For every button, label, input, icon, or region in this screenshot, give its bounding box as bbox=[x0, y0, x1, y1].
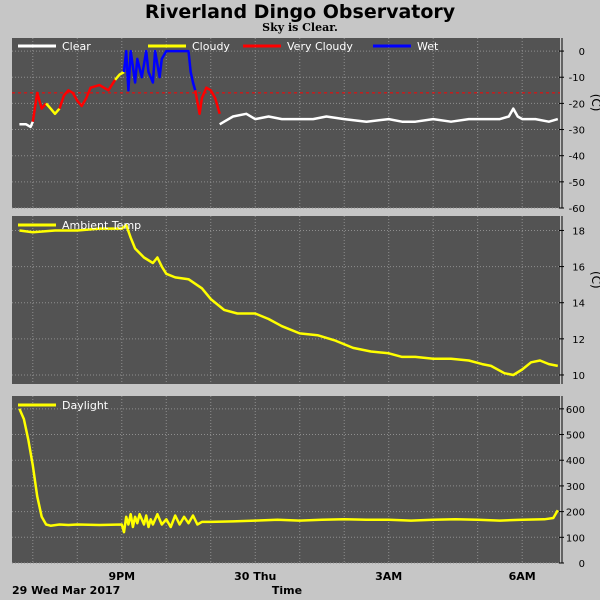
x-tick-label: 6AM bbox=[509, 570, 536, 583]
panel-ambient-temp: 10 12 14 16 18 (C) Ambient Temp bbox=[12, 216, 600, 384]
series-line-cloudy bbox=[114, 70, 125, 81]
series-line-wet bbox=[122, 49, 197, 92]
series-line-very-cloudy bbox=[31, 91, 48, 122]
plot-area bbox=[12, 396, 560, 563]
legend-label: Ambient Temp bbox=[62, 219, 141, 232]
sky-status-text: Sky is Clear. bbox=[262, 21, 338, 34]
x-tick-label: 30 Thu bbox=[234, 570, 276, 583]
series-line-clear bbox=[19, 121, 34, 129]
series-line-daylight bbox=[18, 408, 559, 534]
y-tick-label: -40 bbox=[569, 152, 585, 163]
y-tick-label: -20 bbox=[569, 99, 585, 110]
series-line-ambient-temp bbox=[19, 223, 559, 377]
y-tick-label: 0 bbox=[579, 559, 585, 570]
y-tick-label: 16 bbox=[572, 263, 585, 274]
y-tick-label: -50 bbox=[569, 178, 585, 189]
y-tick-label: 0 bbox=[579, 47, 585, 58]
y-unit-label: (C) bbox=[589, 271, 600, 289]
x-axis-label: Time bbox=[272, 584, 302, 597]
legend-label: Clear bbox=[62, 40, 91, 53]
y-tick-label: 600 bbox=[566, 405, 585, 416]
y-tick-label: 100 bbox=[566, 533, 585, 544]
panel-daylight: 0 100 200 300 400 500 600 Daylight 9PM 30 Thu 3AM 6… bbox=[12, 396, 585, 583]
plot-area bbox=[12, 38, 560, 208]
legend-label: Wet bbox=[417, 40, 439, 53]
date-label: 29 Wed Mar 2017 bbox=[12, 584, 120, 597]
y-tick-label: -30 bbox=[569, 126, 585, 137]
panel-sky: 0 -10 -20 -30 -40 -50 -60 (C) Clear Cloudy Very Cl… bbox=[12, 38, 600, 215]
legend-label: Cloudy bbox=[192, 40, 230, 53]
y-tick-label: -60 bbox=[569, 204, 585, 215]
y-tick-label: 12 bbox=[572, 335, 585, 346]
series-line-clear bbox=[219, 107, 559, 126]
y-tick-label: 400 bbox=[566, 456, 585, 467]
y-unit-label: (C) bbox=[589, 94, 600, 112]
y-tick-label: 10 bbox=[572, 371, 585, 382]
page-title: Riverland Dingo Observatory bbox=[145, 1, 456, 23]
y-tick-label: 18 bbox=[572, 226, 585, 237]
y-tick-label: 14 bbox=[572, 299, 585, 310]
y-tick-label: 300 bbox=[566, 482, 585, 493]
y-tick-label: 500 bbox=[566, 431, 585, 442]
x-tick-label: 3AM bbox=[375, 570, 402, 583]
plot-area bbox=[12, 216, 560, 384]
y-tick-label: -10 bbox=[569, 73, 585, 84]
series-line-very-cloudy bbox=[58, 79, 117, 109]
series-line-very-cloudy bbox=[193, 86, 221, 116]
series-line-cloudy bbox=[45, 102, 61, 116]
legend-label: Daylight bbox=[62, 399, 109, 412]
y-tick-label: 200 bbox=[566, 508, 585, 519]
legend-label: Very Cloudy bbox=[287, 40, 353, 53]
x-tick-label: 9PM bbox=[108, 570, 135, 583]
